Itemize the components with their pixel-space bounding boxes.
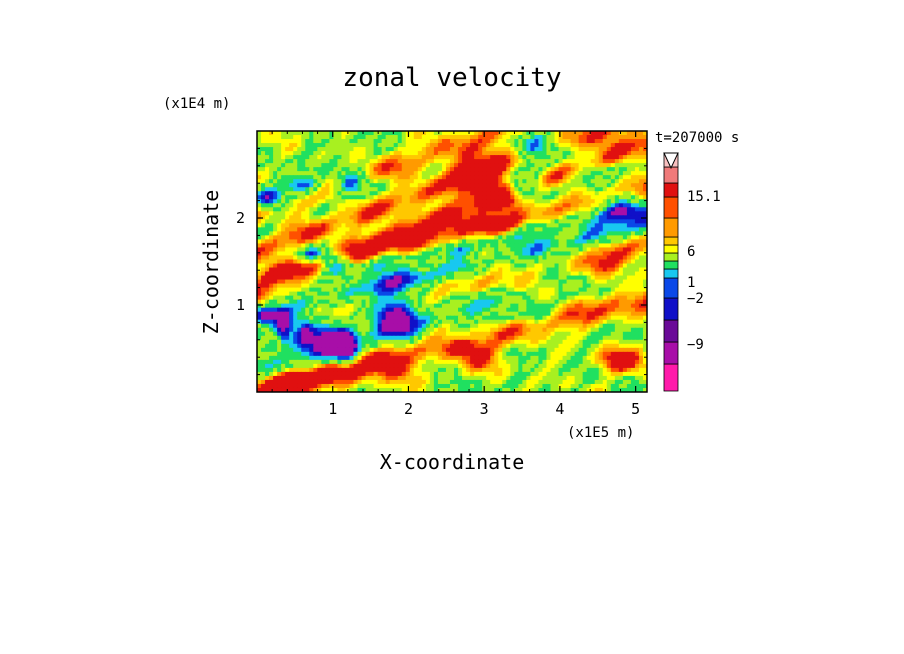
y-tick-label: 2 <box>236 209 245 227</box>
colorbar-segment <box>663 236 679 246</box>
y-axis-title: Z-coordinate <box>199 190 223 335</box>
x-tick-label: 2 <box>404 400 413 418</box>
colorbar-segment <box>663 341 679 365</box>
colorbar-segment <box>663 196 679 219</box>
x-tick-label: 4 <box>555 400 564 418</box>
colorbar-label: −9 <box>687 337 704 353</box>
colorbar: 15.1 6 1−2 −9 <box>663 152 721 392</box>
colorbar-segment <box>663 363 679 392</box>
colorbar-label: 6 <box>687 244 695 260</box>
colorbar-segment <box>663 277 679 299</box>
colorbar-segment <box>663 182 679 198</box>
y-axis: 12 <box>236 147 647 376</box>
colorbar-segment <box>663 217 679 238</box>
colorbar-segment <box>663 260 679 270</box>
colorbar-segment <box>663 319 679 343</box>
x-unit-label: (x1E5 m) <box>567 425 634 441</box>
colorbar-segment <box>663 297 679 321</box>
x-tick-label: 3 <box>480 400 489 418</box>
x-axis-title: X-coordinate <box>380 450 525 474</box>
chart-title: zonal velocity <box>342 63 561 93</box>
colorbar-extend-arrow <box>663 152 679 170</box>
x-tick-label: 5 <box>631 400 640 418</box>
y-tick-label: 1 <box>236 296 245 314</box>
colorbar-segment <box>663 166 679 184</box>
heatmap-field <box>257 131 647 392</box>
plot-frame <box>256 130 648 393</box>
colorbar-segment <box>663 268 679 279</box>
colorbar-label: 1 <box>687 275 695 291</box>
x-tick-label: 1 <box>328 400 337 418</box>
colorbar-label: 15.1 <box>687 189 721 205</box>
colorbar-label: −2 <box>687 291 704 307</box>
time-label: t=207000 s <box>655 130 739 146</box>
x-axis: 1 2 3 4 5 <box>271 131 640 418</box>
y-unit-label: (x1E4 m) <box>163 96 230 112</box>
colorbar-segment <box>663 252 679 262</box>
colorbar-segment <box>663 244 679 254</box>
